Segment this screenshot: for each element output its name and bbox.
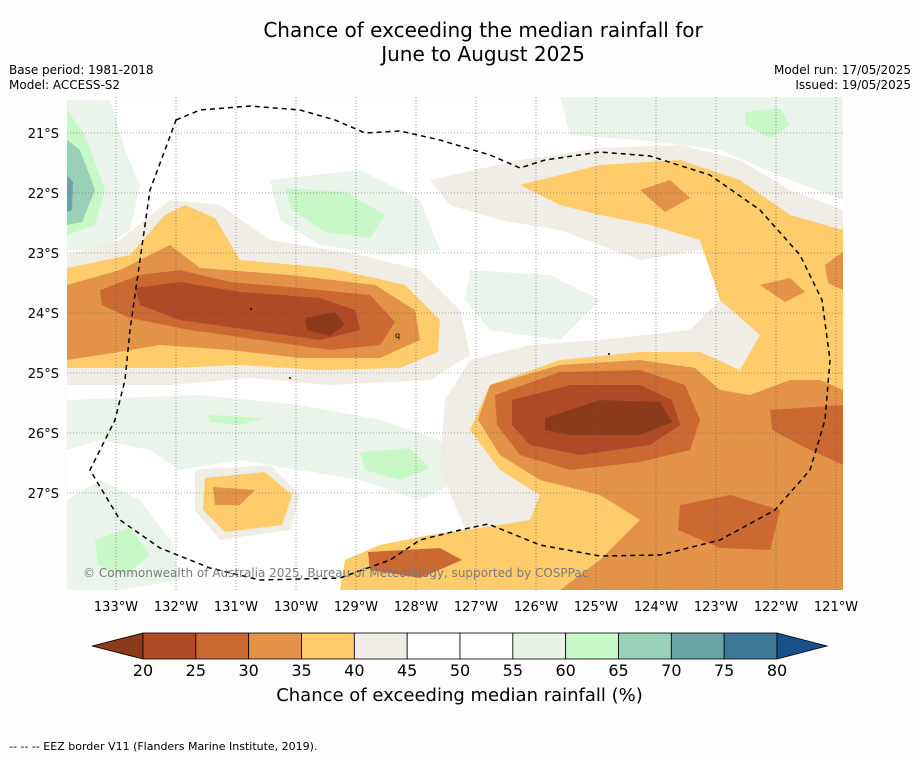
contour-orange-ne xyxy=(640,180,690,212)
eez-border xyxy=(89,105,831,581)
lon-label: 130°W xyxy=(274,600,318,615)
colorbar-tick-label: 80 xyxy=(767,661,787,680)
contour-yellow-small xyxy=(203,472,292,532)
model-run: Model run: 17/05/2025 xyxy=(773,63,911,77)
contour-green-patch-b xyxy=(745,108,790,138)
contour-orange-east-edge xyxy=(825,252,843,290)
contour-orange-small xyxy=(213,487,255,505)
map-mark-q: q xyxy=(395,331,400,340)
lat-label: 24°S xyxy=(28,307,59,322)
colorbar-tick-label: 35 xyxy=(291,661,311,680)
contour-darkorange-e xyxy=(770,405,843,465)
colorbar-bin xyxy=(723,632,778,660)
lon-label: 131°W xyxy=(214,600,258,615)
longitude-labels: 133°W 132°W 131°W 130°W 129°W 128°W 127°W 126°W… xyxy=(94,600,858,615)
colorbar-arrow-low xyxy=(91,632,144,660)
contour-green-middle xyxy=(465,270,600,340)
colorbar-bin xyxy=(195,632,250,660)
model-name: Model: ACCESS-S2 xyxy=(9,78,121,92)
contour-green-lowerleft xyxy=(67,395,460,500)
lon-label: 129°W xyxy=(334,600,378,615)
colorbar-bin xyxy=(301,632,355,660)
lon-label: 123°W xyxy=(694,600,738,615)
colorbar-bin xyxy=(512,632,567,660)
map-dot-3 xyxy=(608,353,610,355)
meta-right: Model run: 17/05/2025 Issued: 19/05/2025 xyxy=(774,63,911,93)
map-dot-2 xyxy=(289,377,291,379)
contour-darkorange-sw xyxy=(368,548,462,578)
copyright-text: © Commonwealth of Australia 2025, Bureau… xyxy=(83,566,588,580)
title-line-2: June to August 2025 xyxy=(381,42,585,66)
colorbar-bin xyxy=(618,632,672,660)
colorbar-bin xyxy=(353,632,408,660)
colorbar: 20 25 30 35 40 45 50 55 60 65 70 75 80 xyxy=(91,632,829,680)
colorbar-arrow-high xyxy=(776,632,829,660)
contour-green-patch-d xyxy=(95,528,150,575)
colorbar-tick-label: 70 xyxy=(661,661,681,680)
lon-label: 125°W xyxy=(574,600,618,615)
lon-label: 132°W xyxy=(154,600,198,615)
colorbar-tick-label: 40 xyxy=(344,661,364,680)
colorbar-tick-label: 50 xyxy=(450,661,470,680)
colorbar-bin xyxy=(406,632,461,660)
lon-label: 122°W xyxy=(754,600,798,615)
colorbar-title: Chance of exceeding median rainfall (%) xyxy=(276,685,643,706)
contour-darkorange-se xyxy=(678,495,780,550)
colorbar-tick-label: 55 xyxy=(503,661,523,680)
lon-label: 133°W xyxy=(94,600,138,615)
lat-label: 21°S xyxy=(28,127,59,142)
colorbar-tick-label: 25 xyxy=(186,661,206,680)
contour-green-patch-c xyxy=(360,448,430,480)
lat-label: 23°S xyxy=(28,247,59,262)
lat-label: 22°S xyxy=(28,187,59,202)
colorbar-bin xyxy=(248,632,302,660)
colorbar-tick-label: 20 xyxy=(133,661,153,680)
contour-darkest-east xyxy=(545,400,672,435)
colorbar-bin xyxy=(459,632,514,660)
lon-label: 127°W xyxy=(454,600,498,615)
colorbar-tick-label: 45 xyxy=(397,661,417,680)
colorbar-bin xyxy=(670,632,725,660)
contour-green-patch-a xyxy=(285,188,385,238)
map-title: Chance of exceeding the median rainfall … xyxy=(0,18,919,66)
contour-teal-patch xyxy=(67,140,95,225)
title-line-1: Chance of exceeding the median rainfall … xyxy=(263,18,703,42)
graticule xyxy=(67,97,843,590)
meta-left: Base period: 1981-2018 Model: ACCESS-S2 xyxy=(9,63,154,93)
map-dot-1 xyxy=(250,308,252,310)
colorbar-tick-label: 60 xyxy=(555,661,575,680)
lat-label: 25°S xyxy=(28,367,59,382)
base-period: Base period: 1981-2018 xyxy=(9,63,154,77)
contour-deepteal-patch xyxy=(67,175,73,212)
colorbar-tick-label: 75 xyxy=(714,661,734,680)
lon-label: 121°W xyxy=(814,600,858,615)
contour-green-patch-e xyxy=(208,415,265,425)
issued-date: Issued: 19/05/2025 xyxy=(795,78,911,92)
eez-footnote: -- -- -- EEZ border V11 (Flanders Marine… xyxy=(9,740,318,753)
contour-darkest-west xyxy=(305,312,345,336)
lat-label: 26°S xyxy=(28,427,59,442)
lon-label: 128°W xyxy=(394,600,438,615)
colorbar-bin xyxy=(142,632,197,660)
lon-label: 126°W xyxy=(514,600,558,615)
lat-label: 27°S xyxy=(28,487,59,502)
colorbar-tick-label: 65 xyxy=(608,661,628,680)
latitude-labels: 21°S 22°S 23°S 24°S 25°S 26°S 27°S xyxy=(28,127,59,502)
map-panel xyxy=(67,97,843,590)
colorbar-bin xyxy=(565,632,619,660)
colorbar-tick-label: 30 xyxy=(238,661,258,680)
contour-brown-west xyxy=(135,282,360,340)
contour-orange-east-blob xyxy=(760,278,805,302)
lon-label: 124°W xyxy=(634,600,678,615)
